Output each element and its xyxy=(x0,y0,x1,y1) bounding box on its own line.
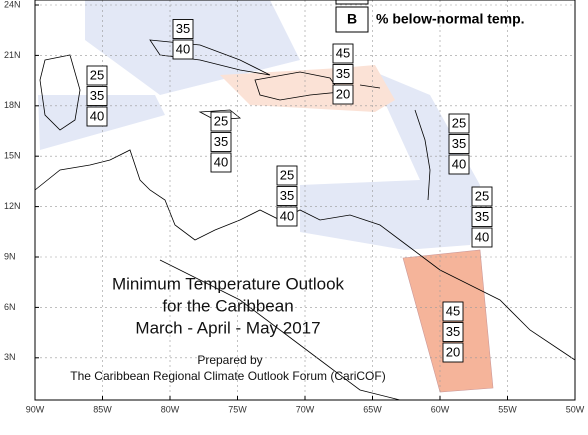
value-box xyxy=(442,322,464,342)
title-line: March - April - May 2017 xyxy=(135,318,320,337)
title-line: Minimum Temperature Outlook xyxy=(112,274,345,293)
coastline xyxy=(414,109,431,201)
lon-label: 60W xyxy=(431,404,450,414)
value-box xyxy=(448,134,470,154)
probability-value: 35 xyxy=(446,324,460,339)
probability-value: 35 xyxy=(475,209,489,224)
lon-label: 85W xyxy=(93,404,112,414)
value-box xyxy=(471,186,493,207)
value-box xyxy=(471,207,493,227)
probability-value: 35 xyxy=(280,188,294,203)
value-box xyxy=(276,165,298,186)
lat-label: 3N xyxy=(4,352,16,362)
value-box xyxy=(332,64,354,84)
probability-value: 35 xyxy=(90,88,104,103)
value-box xyxy=(276,186,298,206)
lat-label: 18N xyxy=(4,100,21,110)
value-box xyxy=(442,342,464,363)
coastline xyxy=(159,259,401,401)
lon-label: 75W xyxy=(228,404,247,414)
coastline xyxy=(359,84,381,89)
probability-boxes: 35 40 25 35 40 25 35 40 45 35 20 25 35 40 25 35 40 25 35 40… xyxy=(86,19,493,363)
value-box xyxy=(172,19,194,39)
coastline xyxy=(39,54,81,131)
legend-box xyxy=(335,0,369,5)
lat-label: 15N xyxy=(4,151,21,161)
credit-line: Prepared by xyxy=(197,353,262,367)
value-box xyxy=(210,152,232,173)
title-line: for the Caribbean xyxy=(162,296,293,315)
lon-label: 70W xyxy=(296,404,315,414)
zone-antilles xyxy=(300,70,480,250)
probability-value: 40 xyxy=(452,156,466,171)
probability-value: 45 xyxy=(446,303,460,318)
lat-label: 24N xyxy=(4,0,21,9)
probability-value: 40 xyxy=(176,41,190,56)
legend-text: % below-normal temp. xyxy=(376,11,525,27)
lat-label: 21N xyxy=(4,50,21,60)
title-block: Minimum Temperature Outlook for the Cari… xyxy=(70,274,385,383)
value-box xyxy=(442,301,464,322)
lon-label: 80W xyxy=(161,404,180,414)
probability-value: 35 xyxy=(336,66,350,81)
probability-value: 40 xyxy=(214,154,228,169)
probability-value: 20 xyxy=(336,86,350,101)
lon-label: 55W xyxy=(498,404,517,414)
legend-symbol: B xyxy=(347,11,357,27)
legend-box xyxy=(335,6,369,33)
value-box xyxy=(86,65,108,86)
value-box xyxy=(332,43,354,64)
coastline xyxy=(149,39,271,76)
probability-value: 25 xyxy=(214,113,228,128)
lon-label: 65W xyxy=(363,404,382,414)
lat-label: 9N xyxy=(4,251,16,261)
legend: B % below-normal temp. xyxy=(335,0,525,33)
probability-value: 40 xyxy=(90,108,104,123)
probability-value: 35 xyxy=(452,136,466,151)
probability-value: 20 xyxy=(446,344,460,359)
probability-value: 35 xyxy=(214,134,228,149)
value-box xyxy=(448,154,470,175)
value-box xyxy=(448,113,470,134)
probability-value: 40 xyxy=(475,229,489,244)
lat-label: 6N xyxy=(4,302,16,312)
lat-label: 12N xyxy=(4,201,21,211)
probability-value: 25 xyxy=(475,188,489,203)
probability-value: 25 xyxy=(90,67,104,82)
probability-value: 25 xyxy=(280,167,294,182)
probability-value: 45 xyxy=(336,45,350,60)
value-box xyxy=(471,227,493,248)
value-box xyxy=(210,111,232,132)
value-box xyxy=(276,206,298,227)
coastlines xyxy=(34,39,576,401)
map-frame xyxy=(34,0,576,401)
value-box xyxy=(210,132,232,152)
probability-value: 25 xyxy=(452,115,466,130)
lon-label: 50W xyxy=(566,404,585,414)
value-box xyxy=(86,86,108,106)
value-box xyxy=(86,106,108,127)
probability-value: 40 xyxy=(280,208,294,223)
credit-line: The Caribbean Regional Climate Outlook F… xyxy=(70,369,385,383)
coastline xyxy=(198,109,242,121)
lon-label: 90W xyxy=(26,404,45,414)
graticule xyxy=(34,0,576,400)
coastline xyxy=(254,71,341,101)
value-box xyxy=(332,84,354,105)
coastline xyxy=(34,149,576,361)
value-box xyxy=(172,39,194,60)
probability-value: 35 xyxy=(176,21,190,36)
